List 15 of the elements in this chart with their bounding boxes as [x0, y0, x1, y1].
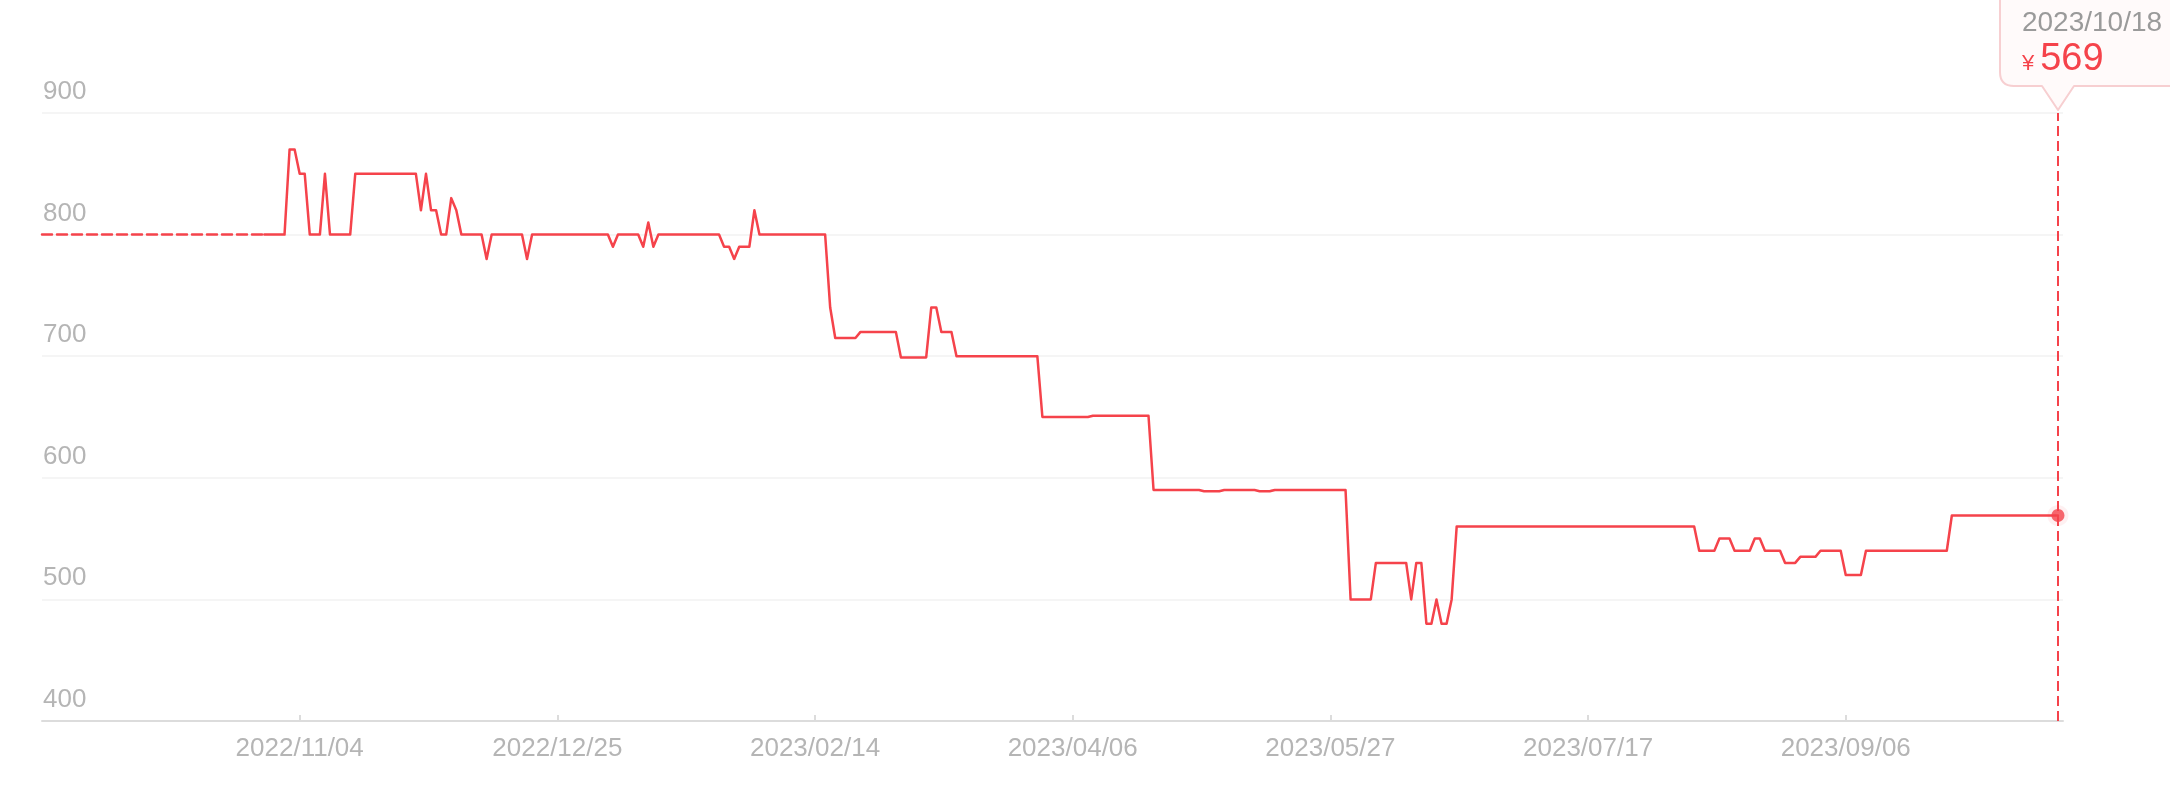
x-tick-label: 2022/12/25	[492, 732, 623, 762]
x-tick-label: 2023/02/14	[749, 732, 881, 762]
y-tick-label: 800	[43, 196, 87, 227]
y-tick-label: 900	[43, 75, 87, 105]
x-tick-label: 2023/05/27	[1265, 732, 1396, 762]
y-tick-label: 700	[43, 318, 87, 349]
y-tick-label: 500	[43, 561, 87, 592]
text: ¥569	[2021, 36, 2104, 78]
x-tick-label: 2023/07/17	[1522, 732, 1654, 762]
text: 2023/10/18	[2021, 6, 2163, 37]
x-tick-label: 2023/09/06	[1780, 732, 1911, 762]
x-tick-label: 2023/04/06	[1007, 732, 1138, 762]
x-tick-label: 2022/11/04	[235, 732, 364, 762]
y-tick-label: 600	[43, 439, 87, 470]
y-tick-label: 400	[43, 683, 87, 713]
